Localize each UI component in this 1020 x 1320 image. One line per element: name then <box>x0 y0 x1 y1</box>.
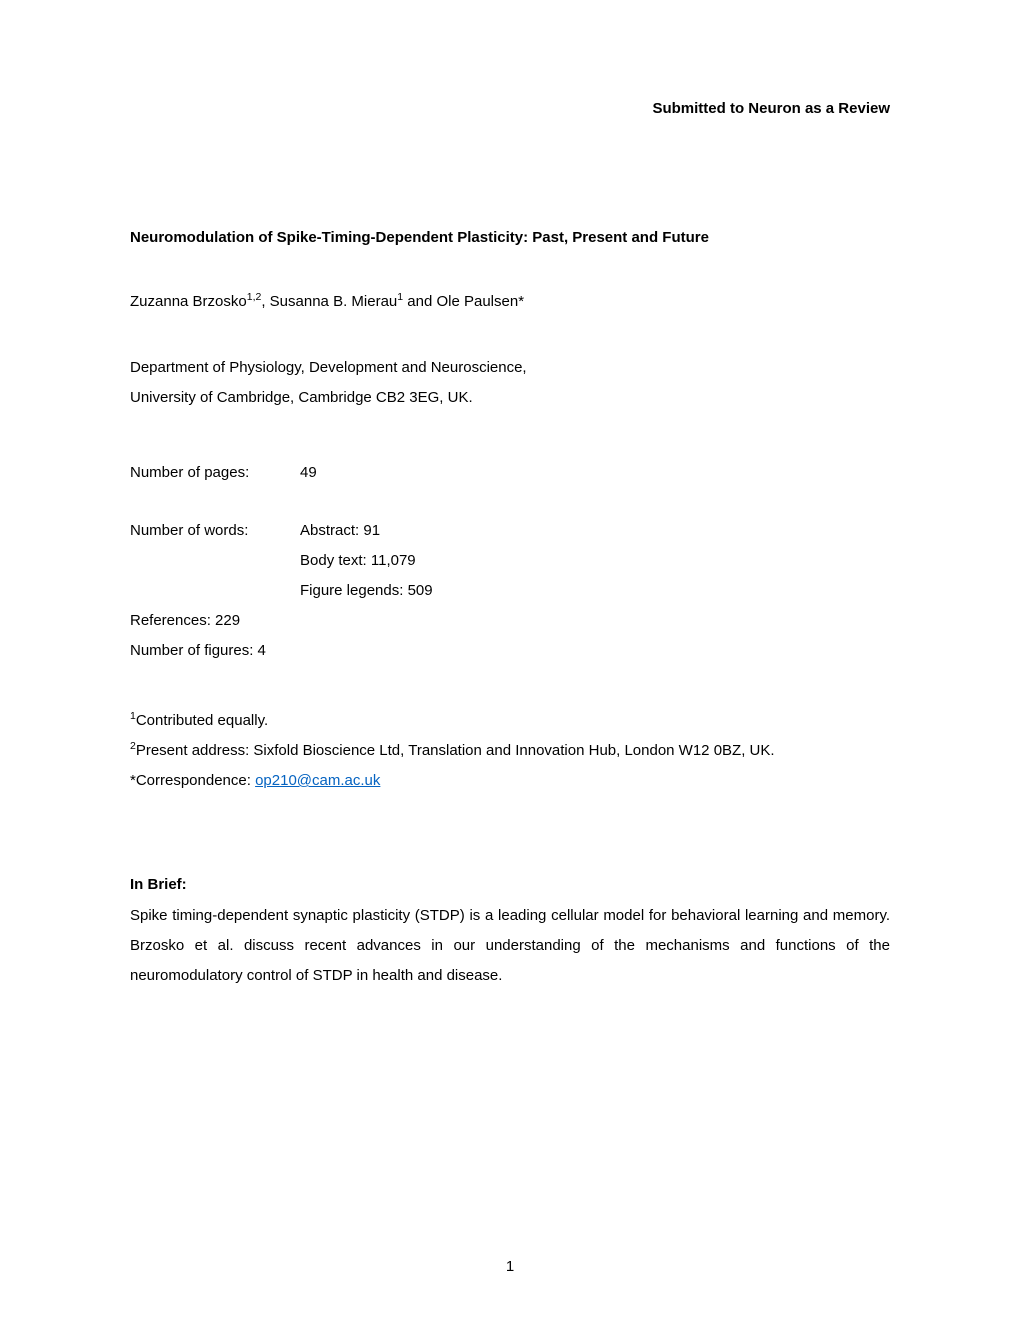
submitted-header: Submitted to Neuron as a Review <box>130 100 890 117</box>
affiliation-line-2: University of Cambridge, Cambridge CB2 3… <box>130 383 890 413</box>
affiliation-block: Department of Physiology, Development an… <box>130 353 890 413</box>
words-row: Number of words: Abstract: 91 <box>130 516 890 546</box>
references-value: References: 229 <box>130 606 890 636</box>
page-number: 1 <box>0 1258 1020 1275</box>
abstract-value: Abstract: 91 <box>300 516 380 546</box>
words-label: Number of words: <box>130 516 300 546</box>
in-brief-section: In Brief: Spike timing-dependent synapti… <box>130 876 890 991</box>
author-3: and Ole Paulsen* <box>403 293 524 310</box>
pages-value: 49 <box>300 458 317 488</box>
correspondence-email-link[interactable]: op210@cam.ac.uk <box>255 772 380 789</box>
correspondence-label: *Correspondence: <box>130 772 255 789</box>
affiliation-line-1: Department of Physiology, Development an… <box>130 353 890 383</box>
correspondence: *Correspondence: op210@cam.ac.uk <box>130 766 890 796</box>
body-text-value: Body text: 11,079 <box>300 546 890 576</box>
stats-block: Number of pages: 49 Number of words: Abs… <box>130 458 890 666</box>
pages-label: Number of pages: <box>130 458 300 488</box>
footnote-2-text: Present address: Sixfold Bioscience Ltd,… <box>136 742 775 759</box>
paper-title: Neuromodulation of Spike-Timing-Dependen… <box>130 227 890 250</box>
author-1-super: 1,2 <box>247 291 262 303</box>
authors-line: Zuzanna Brzosko1,2, Susanna B. Mierau1 a… <box>130 290 890 314</box>
footnote-2: 2Present address: Sixfold Bioscience Ltd… <box>130 736 890 766</box>
footnote-1: 1Contributed equally. <box>130 706 890 736</box>
footnote-1-text: Contributed equally. <box>136 712 268 729</box>
footnotes-block: 1Contributed equally. 2Present address: … <box>130 706 890 796</box>
pages-row: Number of pages: 49 <box>130 458 890 488</box>
figures-value: Number of figures: 4 <box>130 636 890 666</box>
author-2: , Susanna B. Mierau <box>261 293 397 310</box>
in-brief-label: In Brief: <box>130 876 890 893</box>
in-brief-text: Spike timing-dependent synaptic plastici… <box>130 901 890 991</box>
figure-legends-value: Figure legends: 509 <box>300 576 890 606</box>
author-1: Zuzanna Brzosko <box>130 293 247 310</box>
